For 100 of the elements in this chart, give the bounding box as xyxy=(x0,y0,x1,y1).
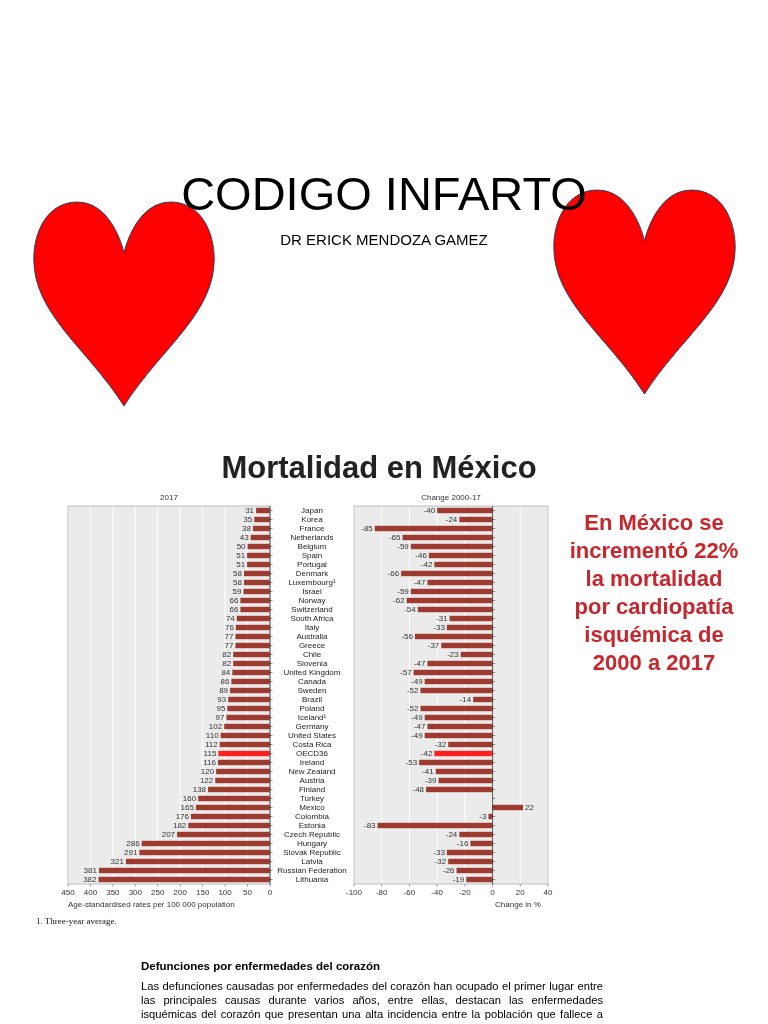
bar xyxy=(208,786,270,793)
data-label: -32 xyxy=(434,857,447,867)
bar xyxy=(224,723,270,730)
y-tick-label: New Zealand xyxy=(288,767,336,777)
text: En México se incrementó 22% la mortalidad por cardiopatía isquémica de 2000 a 2017 xyxy=(568,509,740,678)
y-tick-label: Australia xyxy=(296,632,329,642)
x-tick-label: -80 xyxy=(375,888,389,897)
x-tick-label: 450 xyxy=(61,888,76,897)
data-label: -47 xyxy=(413,722,426,732)
x-tick-label: 50 xyxy=(243,888,253,897)
data-label: -52 xyxy=(406,704,420,714)
x-tick-label: -60 xyxy=(403,888,416,897)
data-label: 182 xyxy=(172,821,187,831)
data-label: -33 xyxy=(433,848,446,858)
data-label: -32 xyxy=(434,740,447,750)
y-tick-label: Greece xyxy=(298,641,326,651)
data-label: 84 xyxy=(221,668,231,678)
x-tick-label: 40 xyxy=(543,888,553,897)
chart-title: Change 2000-17 xyxy=(421,493,482,502)
data-label: 176 xyxy=(175,812,190,822)
bar xyxy=(231,678,270,685)
y-tick-label: Luxembourg¹ xyxy=(288,578,336,588)
x-tick-label: 200 xyxy=(173,888,188,897)
data-label: -42 xyxy=(420,560,433,570)
data-label: 112 xyxy=(204,740,219,750)
y-tick-label: Costa Rica xyxy=(292,740,333,750)
bar xyxy=(195,804,270,811)
y-tick-label: Canada xyxy=(297,677,327,687)
chart-title: 2017 xyxy=(160,493,179,502)
data-label: 22 xyxy=(525,803,535,813)
y-tick-label: Lithuania xyxy=(295,875,329,885)
bar xyxy=(139,849,270,856)
data-label: 38 xyxy=(242,524,252,534)
bar xyxy=(233,651,270,658)
text: 1. Three-year average. xyxy=(36,916,117,926)
data-label: 50 xyxy=(236,542,247,552)
y-tick-label: Colombia xyxy=(295,812,330,822)
data-label: 160 xyxy=(182,794,197,804)
data-label: -66 xyxy=(387,569,400,579)
y-tick-label: Turkey xyxy=(299,794,325,804)
data-label: -49 xyxy=(411,731,424,741)
data-label: 115 xyxy=(203,749,217,759)
text: Defunciones por enfermedades del corazón xyxy=(141,960,381,974)
y-tick-label: Chile xyxy=(302,650,322,660)
y-tick-label: Iceland¹ xyxy=(297,713,327,723)
data-label: 74 xyxy=(225,614,236,624)
data-label: 122 xyxy=(199,776,214,786)
data-label: -23 xyxy=(447,650,460,660)
data-label: -56 xyxy=(401,632,414,642)
bar xyxy=(198,795,270,802)
data-label: 110 xyxy=(205,731,220,741)
y-tick-label: Spain xyxy=(301,551,323,561)
data-label: 291 xyxy=(124,848,138,858)
y-tick-label: Latvia xyxy=(301,857,324,867)
x-tick-label: 300 xyxy=(128,888,143,897)
y-tick-label: Norway xyxy=(298,596,326,606)
y-tick-label: Estonia xyxy=(298,821,326,831)
data-label: -59 xyxy=(397,542,410,552)
bar xyxy=(240,597,270,604)
bar xyxy=(216,768,270,775)
bar xyxy=(230,687,270,694)
data-label: -37 xyxy=(427,641,440,651)
data-label: 51 xyxy=(236,551,246,561)
x-axis-title: Age-standardised rates per 100 000 population xyxy=(68,900,235,909)
y-tick-label: Netherlands xyxy=(290,533,334,543)
bar xyxy=(228,696,270,703)
x-axis-title: Change in % xyxy=(495,900,541,909)
bar xyxy=(235,642,270,649)
bar xyxy=(235,624,270,631)
text: Mortalidad en México xyxy=(221,448,537,486)
y-tick-label: Slovenia xyxy=(296,659,328,669)
text: CODIGO INFARTO xyxy=(181,165,587,222)
y-tick-label: OECD36 xyxy=(295,749,329,759)
bar xyxy=(98,876,270,883)
bar xyxy=(141,840,270,847)
bar xyxy=(217,759,270,766)
data-label: 82 xyxy=(222,659,232,669)
bar xyxy=(226,714,270,721)
x-tick-label: 250 xyxy=(151,888,165,897)
data-label: 165 xyxy=(180,803,195,813)
y-tick-label: Czech Republic xyxy=(283,830,341,840)
data-label: -53 xyxy=(405,758,418,768)
data-label: 59 xyxy=(232,587,243,597)
x-tick-label: 150 xyxy=(195,888,210,897)
x-tick-label: -100 xyxy=(345,888,363,897)
data-label: 95 xyxy=(216,704,226,714)
data-label: -40 xyxy=(423,506,436,516)
y-tick-label: Finland xyxy=(298,785,326,795)
y-tick-label: Denmark xyxy=(295,569,330,579)
data-label: -49 xyxy=(411,677,424,687)
bar xyxy=(232,669,270,676)
x-tick-label: -40 xyxy=(431,888,444,897)
data-label: -14 xyxy=(459,695,472,705)
x-tick-label: 350 xyxy=(106,888,121,897)
data-label: 321 xyxy=(110,857,125,867)
data-label: -33 xyxy=(433,623,446,633)
data-label: -57 xyxy=(400,668,413,678)
x-tick-label: 400 xyxy=(83,888,98,897)
x-tick-label: 0 xyxy=(267,888,273,897)
data-label: -85 xyxy=(361,524,374,534)
